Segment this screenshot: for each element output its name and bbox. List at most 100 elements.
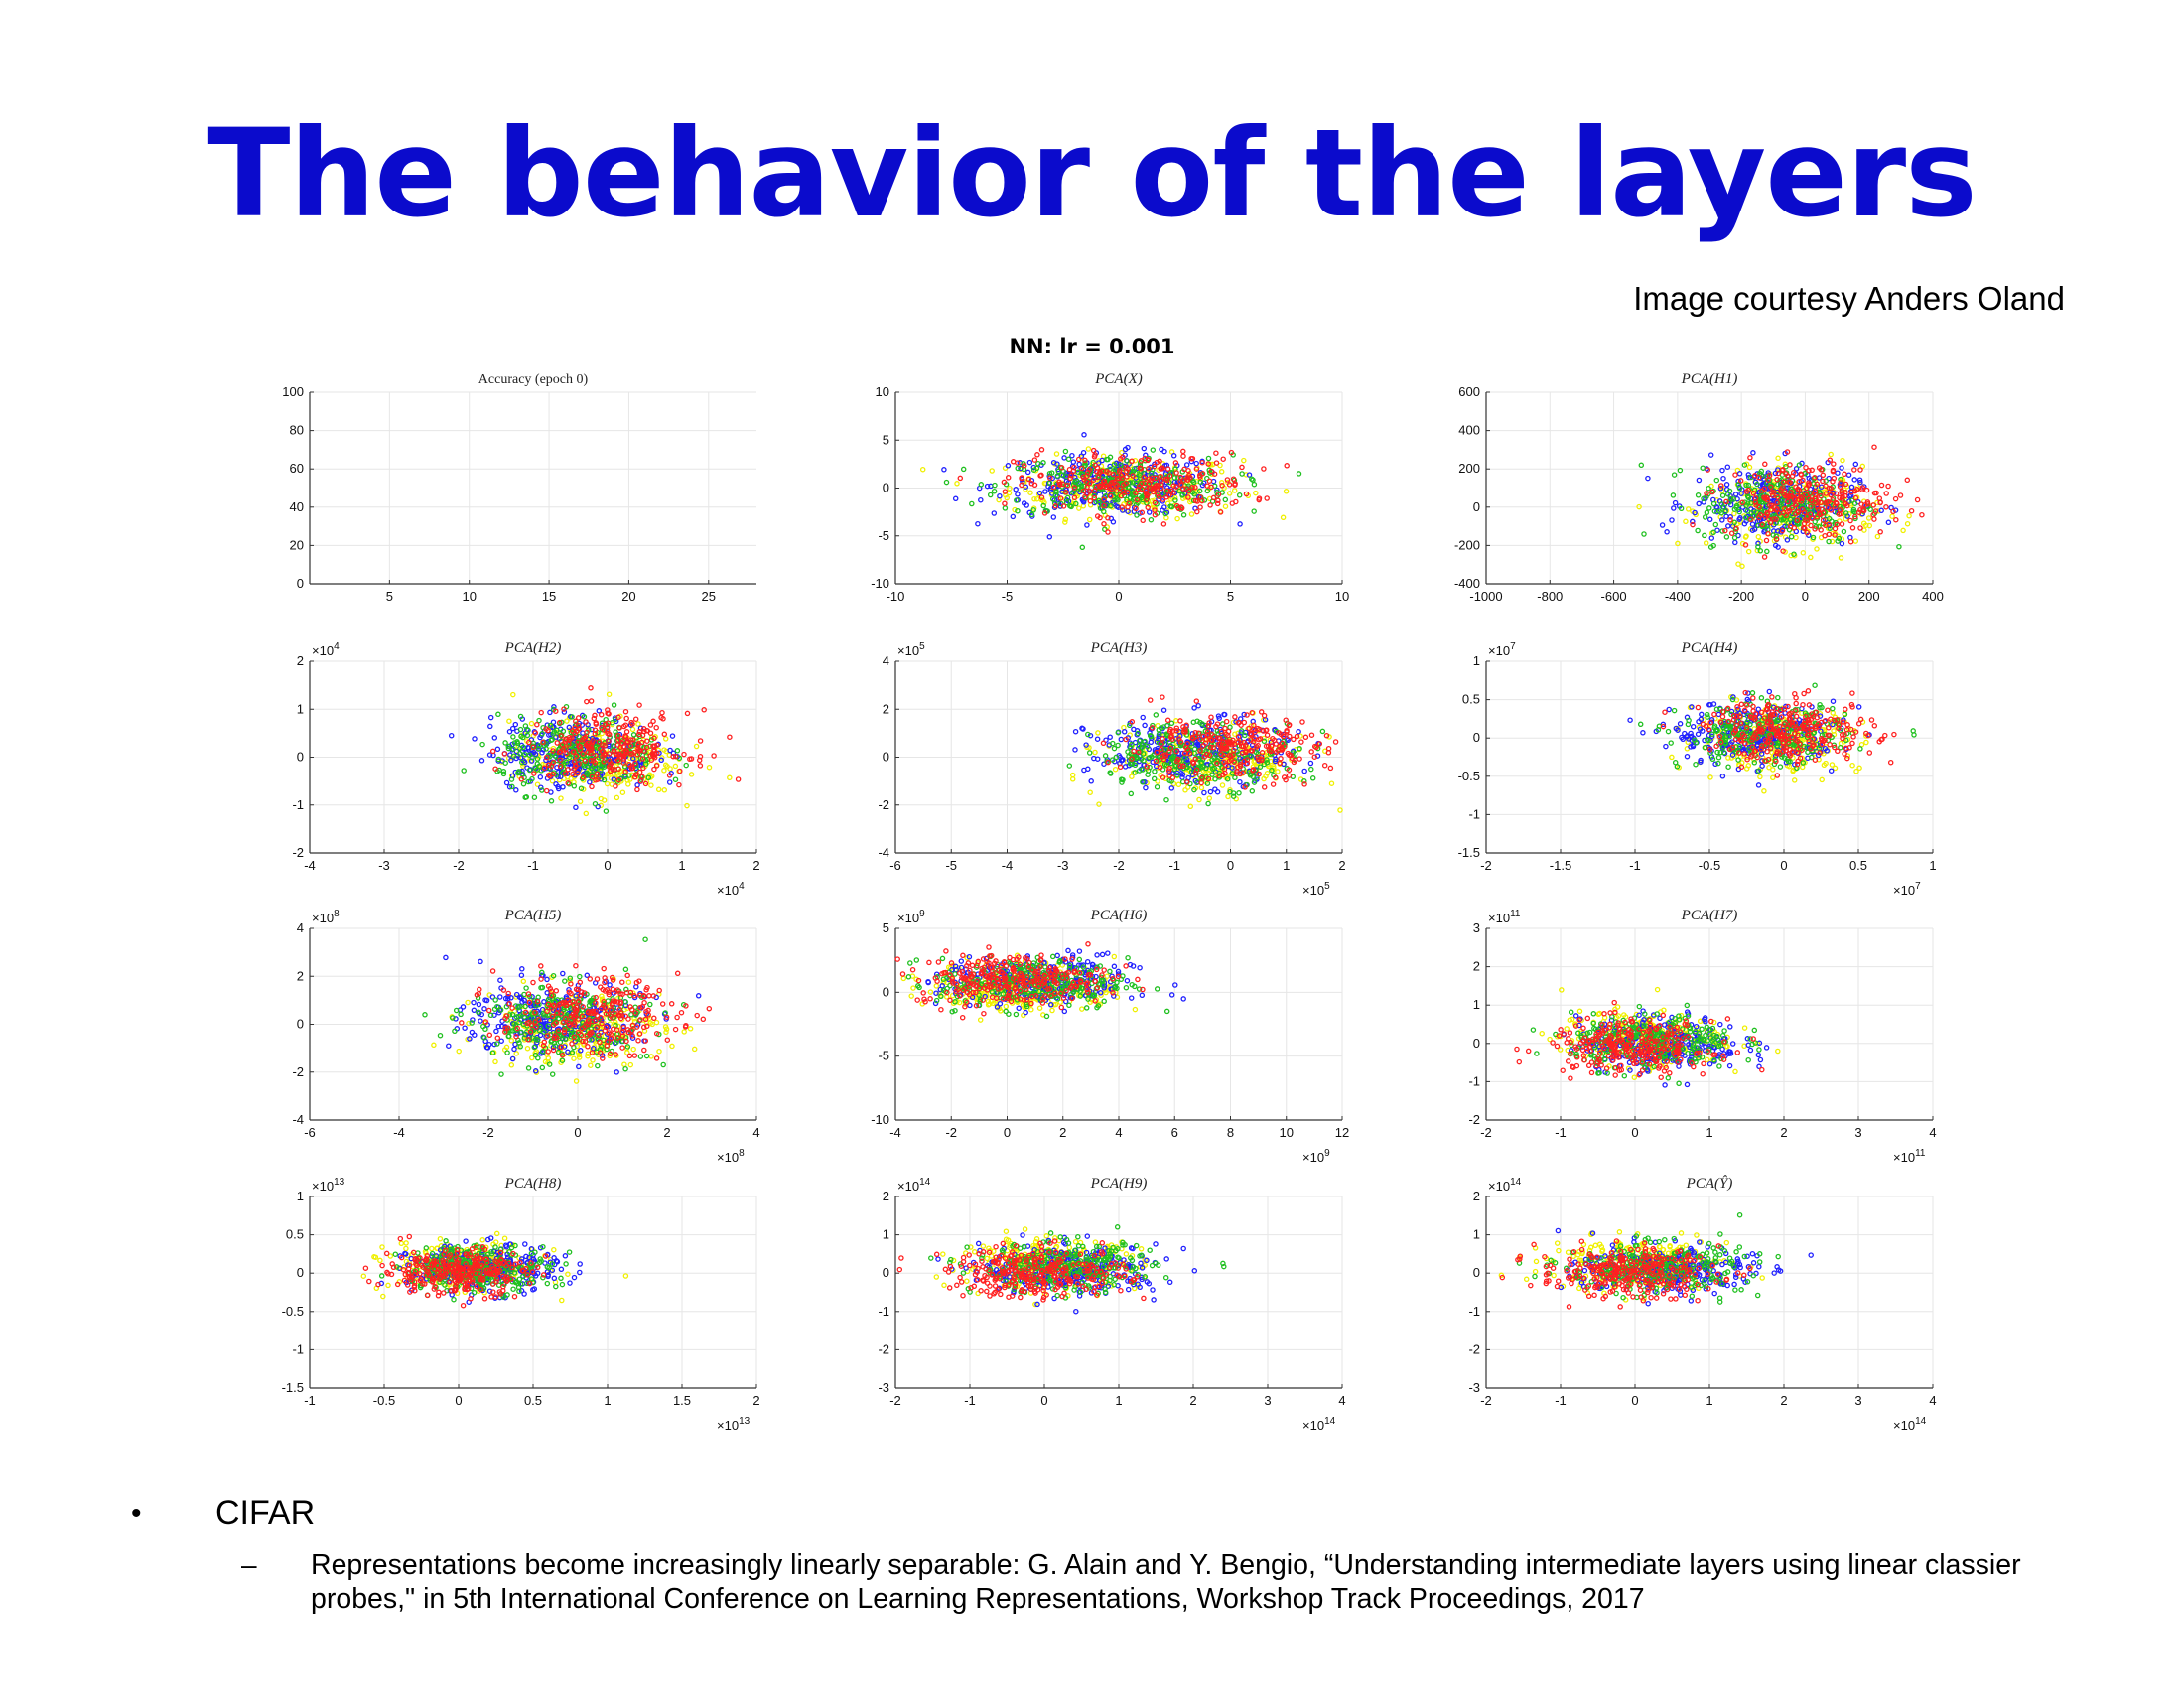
data-point xyxy=(1690,518,1696,525)
data-point xyxy=(1162,476,1169,483)
data-point xyxy=(548,763,555,770)
data-point xyxy=(1225,793,1231,800)
data-point xyxy=(1050,484,1057,491)
data-point xyxy=(1845,472,1852,478)
data-point xyxy=(1175,781,1182,788)
data-point xyxy=(1010,513,1017,520)
data-point xyxy=(1056,482,1063,488)
data-point xyxy=(1636,503,1642,510)
data-point xyxy=(1178,505,1185,511)
y-tick-label: -5 xyxy=(878,528,889,543)
data-point xyxy=(1236,790,1242,796)
x-tick-label: -1000 xyxy=(1469,589,1502,604)
data-point xyxy=(1155,483,1161,489)
data-point xyxy=(681,751,687,758)
data-point xyxy=(1121,724,1127,731)
data-point xyxy=(1063,499,1070,506)
data-point xyxy=(502,740,508,746)
data-point xyxy=(1163,477,1170,484)
data-point xyxy=(1060,503,1067,509)
data-point xyxy=(1123,480,1129,487)
data-point xyxy=(1188,458,1195,465)
data-point xyxy=(1159,482,1164,488)
data-point xyxy=(1108,771,1114,776)
data-point xyxy=(1713,503,1719,510)
x-tick-label: 200 xyxy=(1858,589,1880,604)
data-point xyxy=(1131,748,1137,755)
data-point xyxy=(1250,477,1256,483)
data-point xyxy=(1818,499,1824,506)
data-point xyxy=(1685,506,1692,512)
data-point xyxy=(659,709,665,716)
data-point xyxy=(1130,473,1136,479)
data-point xyxy=(1297,745,1302,752)
data-point xyxy=(1062,519,1068,525)
data-point xyxy=(1143,452,1149,459)
data-point xyxy=(1251,481,1258,488)
data-point xyxy=(1283,489,1290,494)
data-point xyxy=(1725,755,1731,761)
data-point xyxy=(492,766,498,772)
data-point xyxy=(1151,504,1158,510)
data-point xyxy=(1851,467,1857,473)
data-point xyxy=(1779,467,1785,474)
data-point xyxy=(1885,519,1892,526)
data-point xyxy=(1192,771,1199,776)
x-tick-label: -2 xyxy=(1480,858,1492,873)
data-point xyxy=(1067,475,1073,482)
data-point xyxy=(636,702,642,708)
data-point xyxy=(1053,451,1060,457)
data-point xyxy=(1095,730,1101,736)
data-point xyxy=(1878,507,1884,514)
data-point xyxy=(1678,505,1685,512)
data-point xyxy=(534,761,541,767)
data-point xyxy=(1724,492,1731,497)
data-point xyxy=(1237,778,1243,785)
plot-title: Accuracy (epoch 0) xyxy=(478,372,589,387)
data-point xyxy=(1713,477,1720,484)
data-point xyxy=(596,739,603,745)
data-point xyxy=(1098,475,1104,482)
data-point xyxy=(1183,486,1189,492)
data-point xyxy=(735,776,742,782)
data-point xyxy=(1137,462,1144,469)
data-point xyxy=(1801,524,1807,531)
data-point xyxy=(1253,490,1259,496)
y-tick-label: -1.5 xyxy=(1458,845,1480,860)
data-point xyxy=(1028,511,1035,518)
data-point xyxy=(1239,471,1245,477)
data-point xyxy=(1151,463,1158,470)
data-point xyxy=(1031,495,1037,502)
data-point xyxy=(588,698,595,704)
data-point xyxy=(636,769,643,775)
data-point xyxy=(508,757,514,764)
data-point xyxy=(1073,478,1080,485)
data-point xyxy=(1012,506,1018,513)
data-point xyxy=(1015,507,1021,514)
data-point xyxy=(1062,448,1069,455)
data-point xyxy=(674,748,681,754)
data-point xyxy=(1732,472,1738,478)
data-point xyxy=(1133,490,1139,496)
data-point xyxy=(1863,487,1870,493)
data-point xyxy=(1051,500,1058,506)
y-tick-label: 4 xyxy=(883,653,889,668)
data-point xyxy=(622,769,628,774)
data-point xyxy=(1803,485,1810,492)
x-tick-label: 10 xyxy=(1335,589,1349,604)
data-point xyxy=(1050,514,1057,520)
data-point xyxy=(1735,478,1741,485)
data-point xyxy=(1115,729,1122,736)
data-point xyxy=(653,724,659,731)
data-point xyxy=(1828,451,1834,458)
data-point xyxy=(1677,721,1684,727)
data-point xyxy=(1107,734,1113,740)
data-point xyxy=(1904,477,1911,484)
data-point xyxy=(1182,787,1188,793)
x-tick-label: -3 xyxy=(378,858,390,873)
y-tick-label: -2 xyxy=(292,845,304,860)
data-point xyxy=(1153,475,1159,482)
data-point xyxy=(1121,729,1128,735)
data-point xyxy=(661,731,668,738)
data-point xyxy=(1857,506,1863,513)
